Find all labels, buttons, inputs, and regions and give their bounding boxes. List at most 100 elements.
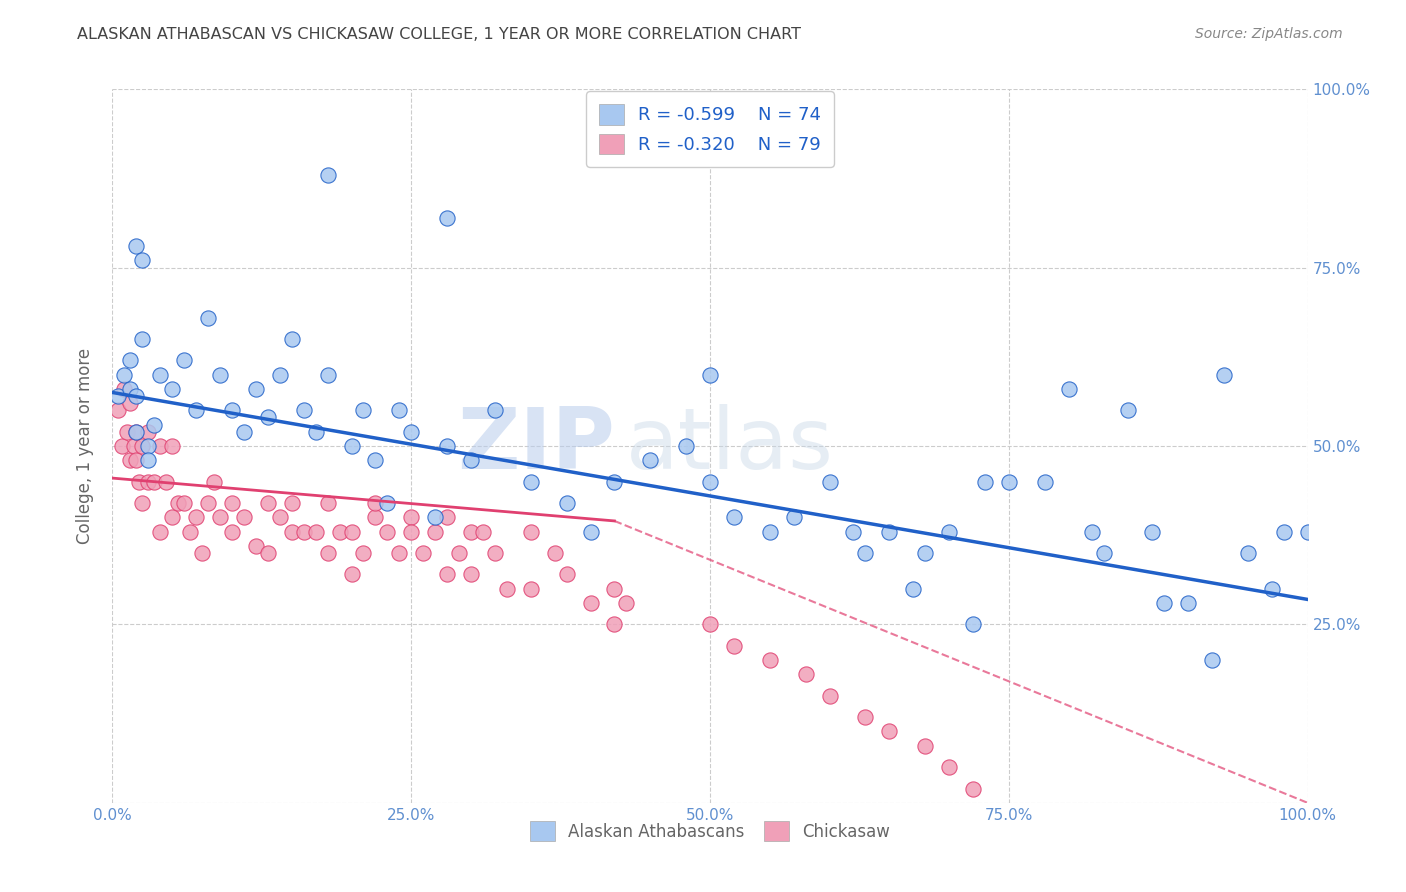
Point xyxy=(281,496,304,510)
Point xyxy=(914,739,936,753)
Point xyxy=(1081,524,1104,539)
Point xyxy=(173,496,195,510)
Point xyxy=(316,546,339,560)
Point xyxy=(167,496,190,510)
Point xyxy=(962,617,984,632)
Point xyxy=(818,689,841,703)
Point xyxy=(579,596,602,610)
Point xyxy=(675,439,697,453)
Point xyxy=(794,667,817,681)
Point xyxy=(699,475,721,489)
Point xyxy=(555,496,578,510)
Point xyxy=(1057,382,1080,396)
Point xyxy=(842,524,865,539)
Point xyxy=(120,353,142,368)
Point xyxy=(377,524,399,539)
Point xyxy=(603,582,626,596)
Point xyxy=(723,510,745,524)
Point xyxy=(377,496,399,510)
Point xyxy=(107,403,129,417)
Point xyxy=(352,403,374,417)
Point xyxy=(221,403,243,417)
Point xyxy=(616,596,638,610)
Point xyxy=(162,510,183,524)
Point xyxy=(138,475,160,489)
Point xyxy=(855,710,877,724)
Point xyxy=(879,524,901,539)
Point xyxy=(281,332,304,346)
Point xyxy=(143,475,166,489)
Point xyxy=(125,239,148,253)
Point xyxy=(436,439,458,453)
Point xyxy=(759,524,782,539)
Point xyxy=(149,368,172,382)
Point xyxy=(245,539,267,553)
Point xyxy=(1094,546,1116,560)
Text: ALASKAN ATHABASCAN VS CHICKASAW COLLEGE, 1 YEAR OR MORE CORRELATION CHART: ALASKAN ATHABASCAN VS CHICKASAW COLLEGE,… xyxy=(77,27,801,42)
Point xyxy=(938,760,960,774)
Point xyxy=(818,475,841,489)
Point xyxy=(125,425,148,439)
Point xyxy=(179,524,201,539)
Point xyxy=(191,546,214,560)
Point xyxy=(340,567,363,582)
Point xyxy=(114,382,135,396)
Point xyxy=(879,724,901,739)
Point xyxy=(138,439,160,453)
Text: ZIP: ZIP xyxy=(457,404,614,488)
Point xyxy=(998,475,1021,489)
Point xyxy=(1261,582,1284,596)
Point xyxy=(128,475,150,489)
Point xyxy=(412,546,434,560)
Point xyxy=(149,524,172,539)
Point xyxy=(974,475,997,489)
Point xyxy=(1153,596,1175,610)
Point xyxy=(197,310,219,325)
Point xyxy=(340,439,363,453)
Point xyxy=(388,403,411,417)
Point xyxy=(425,510,447,524)
Point xyxy=(436,510,458,524)
Point xyxy=(484,546,506,560)
Point xyxy=(269,510,291,524)
Point xyxy=(125,453,148,467)
Point xyxy=(1237,546,1260,560)
Point xyxy=(460,567,482,582)
Point xyxy=(305,524,328,539)
Point xyxy=(131,253,153,268)
Point xyxy=(316,168,339,182)
Point xyxy=(520,524,543,539)
Point xyxy=(107,389,129,403)
Point xyxy=(603,475,626,489)
Point xyxy=(316,368,339,382)
Point xyxy=(221,524,243,539)
Point xyxy=(1296,524,1319,539)
Point xyxy=(292,403,315,417)
Point xyxy=(425,524,447,539)
Point xyxy=(143,417,166,432)
Point xyxy=(1033,475,1056,489)
Point xyxy=(640,453,662,467)
Point xyxy=(436,211,458,225)
Point xyxy=(364,496,387,510)
Point xyxy=(155,475,177,489)
Point xyxy=(162,439,183,453)
Point xyxy=(460,453,482,467)
Point xyxy=(281,524,304,539)
Point xyxy=(162,382,183,396)
Point xyxy=(460,524,482,539)
Point xyxy=(149,439,172,453)
Text: Source: ZipAtlas.com: Source: ZipAtlas.com xyxy=(1195,27,1343,41)
Point xyxy=(401,524,423,539)
Point xyxy=(173,353,195,368)
Point xyxy=(257,410,280,425)
Point xyxy=(555,567,578,582)
Point xyxy=(340,524,363,539)
Point xyxy=(1142,524,1164,539)
Y-axis label: College, 1 year or more: College, 1 year or more xyxy=(76,348,94,544)
Point xyxy=(233,425,256,439)
Point xyxy=(1118,403,1140,417)
Point xyxy=(131,439,153,453)
Point xyxy=(120,382,142,396)
Point xyxy=(436,567,458,582)
